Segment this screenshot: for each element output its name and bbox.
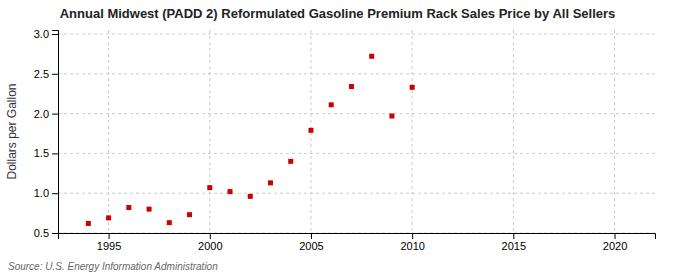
grid-line-x — [412, 30, 413, 233]
y-tick-mark — [52, 114, 58, 115]
x-tick: 2020 — [603, 233, 627, 252]
annotation: Source: U.S. Energy Information Administ… — [8, 261, 218, 272]
y-tick-label: 2.5 — [34, 68, 49, 80]
x-tick: 2015 — [502, 233, 526, 252]
grid — [58, 30, 655, 233]
y-tick-label: 0.5 — [34, 227, 49, 239]
y-tick-mark — [52, 233, 58, 234]
point — [106, 215, 111, 220]
title: Annual Midwest (PADD 2) Reformulated Gas… — [60, 6, 616, 21]
grid-line-x — [614, 30, 615, 233]
point — [329, 102, 334, 107]
y-tick: 2.0 — [34, 108, 58, 120]
point — [187, 212, 192, 217]
x-tick-mark — [513, 233, 514, 239]
chart: 1995 2000 2005 2010 2015 2020 0.5 1.0 1.5 2.0 2.5 3… — [0, 0, 675, 275]
x-tick-mark — [311, 233, 312, 239]
y-axis-line — [52, 31, 59, 234]
y-tick: 0.5 — [34, 227, 58, 239]
y-tick: 3.0 — [34, 28, 58, 40]
y-tick-label: 2.0 — [34, 108, 49, 120]
point — [86, 221, 91, 226]
y-tick-label: 3.0 — [34, 28, 49, 40]
y-tick-mark — [52, 34, 58, 35]
grid-line-y — [58, 153, 655, 154]
point — [228, 189, 233, 194]
point — [349, 84, 354, 89]
x-tick: 1995 — [97, 233, 121, 252]
grid-line-x — [209, 30, 210, 233]
x-tick-label: 2000 — [198, 240, 222, 252]
point — [410, 85, 415, 90]
points — [86, 54, 415, 226]
point — [167, 220, 172, 225]
point — [288, 159, 293, 164]
grid-line-y — [58, 113, 655, 114]
y-tick: 1.0 — [34, 187, 58, 199]
x-tick-label: 2010 — [400, 240, 424, 252]
x-tick-label: 2020 — [603, 240, 627, 252]
grid-line-x — [108, 30, 109, 233]
point — [147, 207, 152, 212]
point — [207, 185, 212, 190]
x-axis: 1995 2000 2005 2010 2015 2020 — [59, 233, 656, 252]
y-tick-mark — [52, 74, 58, 75]
y-tick: 1.5 — [34, 147, 58, 159]
grid-line-y — [58, 33, 655, 34]
point — [268, 180, 273, 185]
x-tick-mark — [210, 233, 211, 239]
y-tick-mark — [52, 193, 58, 194]
y-tick-mark — [52, 153, 58, 154]
point — [369, 54, 374, 59]
x-tick-mark — [615, 233, 616, 239]
point — [126, 205, 131, 210]
point — [308, 128, 313, 133]
point — [389, 113, 394, 118]
x-tick-label: 2005 — [299, 240, 323, 252]
x-tick-mark — [412, 233, 413, 239]
y-axis-title: Dollars per Gallon — [5, 83, 19, 179]
x-axis-line — [59, 234, 656, 240]
grid-line-y — [58, 73, 655, 74]
x-tick: 2010 — [400, 233, 424, 252]
x-tick-label: 2015 — [502, 240, 526, 252]
grid-line-y — [58, 193, 655, 194]
plot: 1995 2000 2005 2010 2015 2020 0.5 1.0 1.5 2.0 2.5 3… — [34, 28, 656, 252]
y-tick-label: 1.0 — [34, 187, 49, 199]
y-tick-label: 1.5 — [34, 147, 49, 159]
grid-line-x — [513, 30, 514, 233]
x-tick: 2005 — [299, 233, 323, 252]
x-tick-label: 1995 — [97, 240, 121, 252]
y-axis: 0.5 1.0 1.5 2.0 2.5 3.0 — [34, 28, 59, 239]
y-tick: 2.5 — [34, 68, 58, 80]
x-tick: 2000 — [198, 233, 222, 252]
x-tick-mark — [109, 233, 110, 239]
point — [248, 194, 253, 199]
